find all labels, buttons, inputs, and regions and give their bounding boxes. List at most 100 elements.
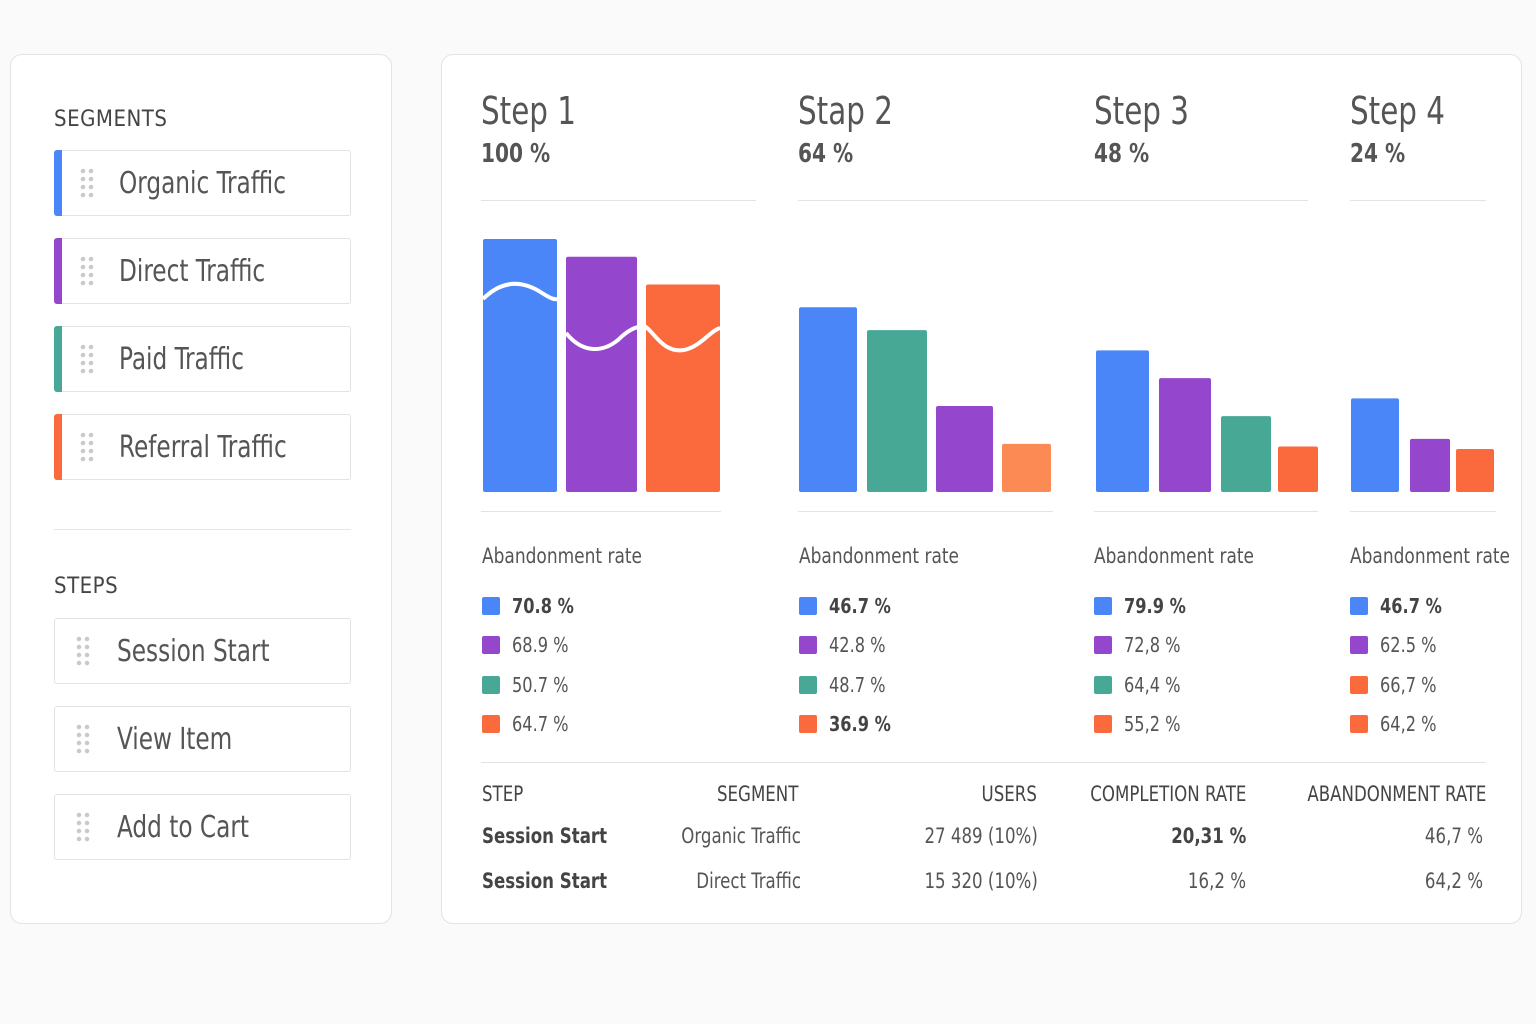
step-percentage: 64 % — [798, 139, 854, 169]
funnel-bar[interactable] — [1221, 416, 1271, 492]
section-divider — [54, 529, 351, 530]
column-header-completion-rate[interactable]: COMPLETION RATE — [1089, 782, 1246, 806]
funnel-bar[interactable] — [867, 330, 927, 492]
step-label: Add to Cart — [117, 809, 250, 845]
step-item-add-to-cart[interactable]: Add to Cart — [54, 794, 351, 860]
drag-handle-icon[interactable] — [79, 343, 95, 375]
step-title: Step 3 — [1094, 89, 1190, 133]
wave-decoration — [481, 281, 721, 353]
legend-swatch — [482, 597, 500, 615]
legend-value: 48.7 % — [829, 673, 886, 697]
funnel-bar[interactable] — [646, 284, 720, 492]
header-divider — [798, 200, 1308, 201]
funnel-bar[interactable] — [799, 307, 857, 492]
legend-value: 68.9 % — [512, 633, 569, 657]
legend-value: 55,2 % — [1124, 712, 1181, 736]
drag-handle-icon[interactable] — [79, 167, 95, 199]
funnel-bar[interactable] — [1096, 350, 1149, 492]
step-title: Step 4 — [1350, 89, 1446, 133]
step-label: Session Start — [117, 633, 270, 669]
header-divider — [481, 200, 756, 201]
segment-item-referral-traffic[interactable]: Referral Traffic — [54, 414, 351, 480]
segment-item-organic-traffic[interactable]: Organic Traffic — [54, 150, 351, 216]
funnel-bar[interactable] — [1410, 438, 1450, 492]
funnel-bar[interactable] — [1002, 443, 1051, 492]
legend-value: 72,8 % — [1124, 633, 1181, 657]
step-percentage: 48 % — [1094, 139, 1150, 169]
legend-item: 64,2 % — [1350, 712, 1443, 736]
header-divider — [1350, 200, 1486, 201]
abandonment-title: Abandonment rate — [799, 544, 960, 568]
chart-baseline — [1350, 511, 1496, 512]
segment-item-direct-traffic[interactable]: Direct Traffic — [54, 238, 351, 304]
steps-heading: STEPS — [54, 574, 119, 599]
legend-item: 64.7 % — [482, 712, 575, 736]
legend-value: 79.9 % — [1124, 594, 1186, 618]
step-1-header: Step 1 100 % — [481, 89, 591, 169]
drag-handle-icon[interactable] — [75, 811, 91, 843]
chart-baseline — [481, 511, 721, 512]
legend-swatch — [1094, 636, 1112, 654]
legend-swatch — [482, 715, 500, 733]
legend-item: 48.7 % — [799, 673, 892, 697]
legend-value: 62.5 % — [1380, 633, 1437, 657]
legend-swatch — [799, 597, 817, 615]
column-header-abandonment-rate[interactable]: ABANDONMENT RATE — [1306, 782, 1486, 806]
legend-item: 70.8 % — [482, 594, 581, 618]
legend-item: 62.5 % — [1350, 633, 1443, 657]
cell-segment: Organic Traffic — [681, 824, 801, 848]
legend-swatch — [799, 636, 817, 654]
legend-swatch — [1350, 715, 1368, 733]
segment-color-bar — [54, 414, 62, 480]
funnel-bar[interactable] — [483, 239, 557, 492]
segment-label: Paid Traffic — [119, 341, 244, 377]
legend-swatch — [1350, 676, 1368, 694]
legend-value: 36.9 % — [829, 712, 891, 736]
funnel-bar[interactable] — [1351, 398, 1399, 492]
legend-value: 42.8 % — [829, 633, 886, 657]
abandonment-title: Abandonment rate — [482, 544, 643, 568]
column-header-segment[interactable]: SEGMENT — [717, 782, 799, 806]
column-header-step[interactable]: STEP — [482, 782, 524, 806]
column-header-users[interactable]: USERS — [981, 782, 1037, 806]
abandonment-title: Abandonment rate — [1350, 544, 1511, 568]
legend-value: 46.7 % — [829, 594, 891, 618]
legend-item: 42.8 % — [799, 633, 892, 657]
abandonment-title: Abandonment rate — [1094, 544, 1255, 568]
funnel-bar[interactable] — [1278, 446, 1318, 492]
funnel-bar[interactable] — [1159, 378, 1211, 492]
funnel-bar[interactable] — [566, 256, 637, 492]
chart-baseline — [1094, 511, 1318, 512]
cell-completion-rate: 16,2 % — [1187, 869, 1246, 893]
funnel-bar[interactable] — [1456, 448, 1494, 492]
chart-baseline — [798, 511, 1053, 512]
step-3-header: Step 3 48 % — [1094, 89, 1204, 169]
legend-item: 68.9 % — [482, 633, 575, 657]
step-4-header: Step 4 24 % — [1350, 89, 1460, 169]
drag-handle-icon[interactable] — [79, 255, 95, 287]
drag-handle-icon[interactable] — [75, 635, 91, 667]
legend-swatch — [799, 676, 817, 694]
legend-value: 66,7 % — [1380, 673, 1437, 697]
drag-handle-icon[interactable] — [75, 723, 91, 755]
legend-swatch — [799, 715, 817, 733]
step-item-session-start[interactable]: Session Start — [54, 618, 351, 684]
cell-abandonment-rate: 64,2 % — [1424, 869, 1483, 893]
segments-panel: SEGMENTS Organic Traffic Direct Traffic … — [10, 54, 392, 924]
cell-step: Session Start — [482, 824, 608, 848]
drag-handle-icon[interactable] — [79, 431, 95, 463]
segment-item-paid-traffic[interactable]: Paid Traffic — [54, 326, 351, 392]
legend-value: 46.7 % — [1380, 594, 1442, 618]
legend-swatch — [1094, 597, 1112, 615]
funnel-bar[interactable] — [936, 405, 993, 492]
step-item-view-item[interactable]: View Item — [54, 706, 351, 772]
legend-item: 64,4 % — [1094, 673, 1187, 697]
table-divider — [481, 762, 1486, 763]
legend-value: 64,4 % — [1124, 673, 1181, 697]
step-label: View Item — [117, 721, 233, 757]
cell-users: 15 320 (10%) — [924, 869, 1038, 893]
cell-step: Session Start — [482, 869, 608, 893]
legend-value: 70.8 % — [512, 594, 574, 618]
legend-value: 64.7 % — [512, 712, 569, 736]
legend-item: 79.9 % — [1094, 594, 1193, 618]
